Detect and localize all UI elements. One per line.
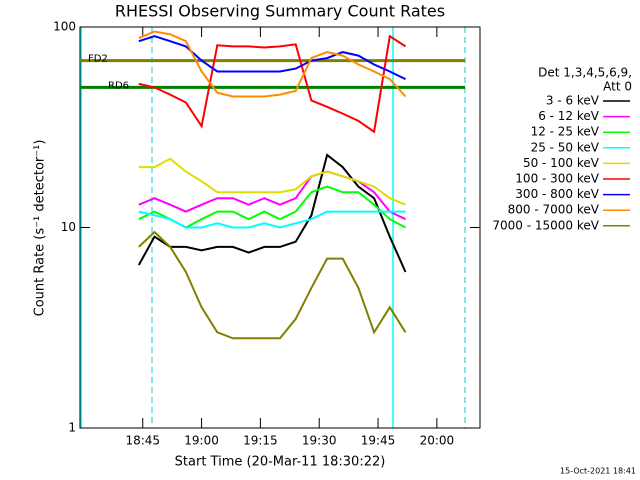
legend-title: Det 1,3,4,5,6,9, <box>538 66 632 80</box>
y-tick-label: 1 <box>68 421 76 435</box>
legend-label: 7000 - 15000 keV <box>492 218 599 232</box>
x-tick-label: 19:00 <box>184 434 219 448</box>
legend-label: 800 - 7000 keV <box>508 203 600 217</box>
series-line <box>138 35 406 81</box>
x-tick-label: 19:45 <box>361 434 396 448</box>
legend-label: 300 - 800 keV <box>515 187 599 201</box>
x-tick-label: 18:45 <box>125 434 160 448</box>
legend-label: 50 - 100 keV <box>523 156 600 170</box>
footer: 15-Oct-2021 18:41 <box>560 467 636 476</box>
y-axis-label: Count Rate (s⁻¹ detector⁻¹) <box>33 140 48 317</box>
series-line <box>138 157 406 206</box>
series-line <box>138 34 407 134</box>
legend-label: 3 - 6 keV <box>546 94 600 108</box>
legend-label: 100 - 300 keV <box>515 172 599 186</box>
x-tick-label: 19:30 <box>302 434 337 448</box>
x-tick-label: 20:00 <box>420 434 455 448</box>
series-line <box>138 210 406 229</box>
series-line <box>137 153 407 273</box>
legend-label: 25 - 50 keV <box>531 140 600 154</box>
x-tick-label: 19:15 <box>243 434 278 448</box>
y-tick-label: 100 <box>53 20 76 34</box>
legend-label: 6 - 12 keV <box>538 109 600 123</box>
annotation-label: FD2 <box>88 54 108 65</box>
x-axis-label: Start Time (20-Mar-11 18:30:22) <box>175 455 386 470</box>
legend-subtitle: Att 0 <box>603 80 632 94</box>
legend-label: 12 - 25 keV <box>531 125 600 139</box>
y-tick-label: 10 <box>61 220 76 234</box>
annotation-label: RD6 <box>108 80 129 91</box>
series-line <box>138 230 407 340</box>
series-line <box>138 30 407 98</box>
chart-title: RHESSI Observing Summary Count Rates <box>115 2 445 21</box>
